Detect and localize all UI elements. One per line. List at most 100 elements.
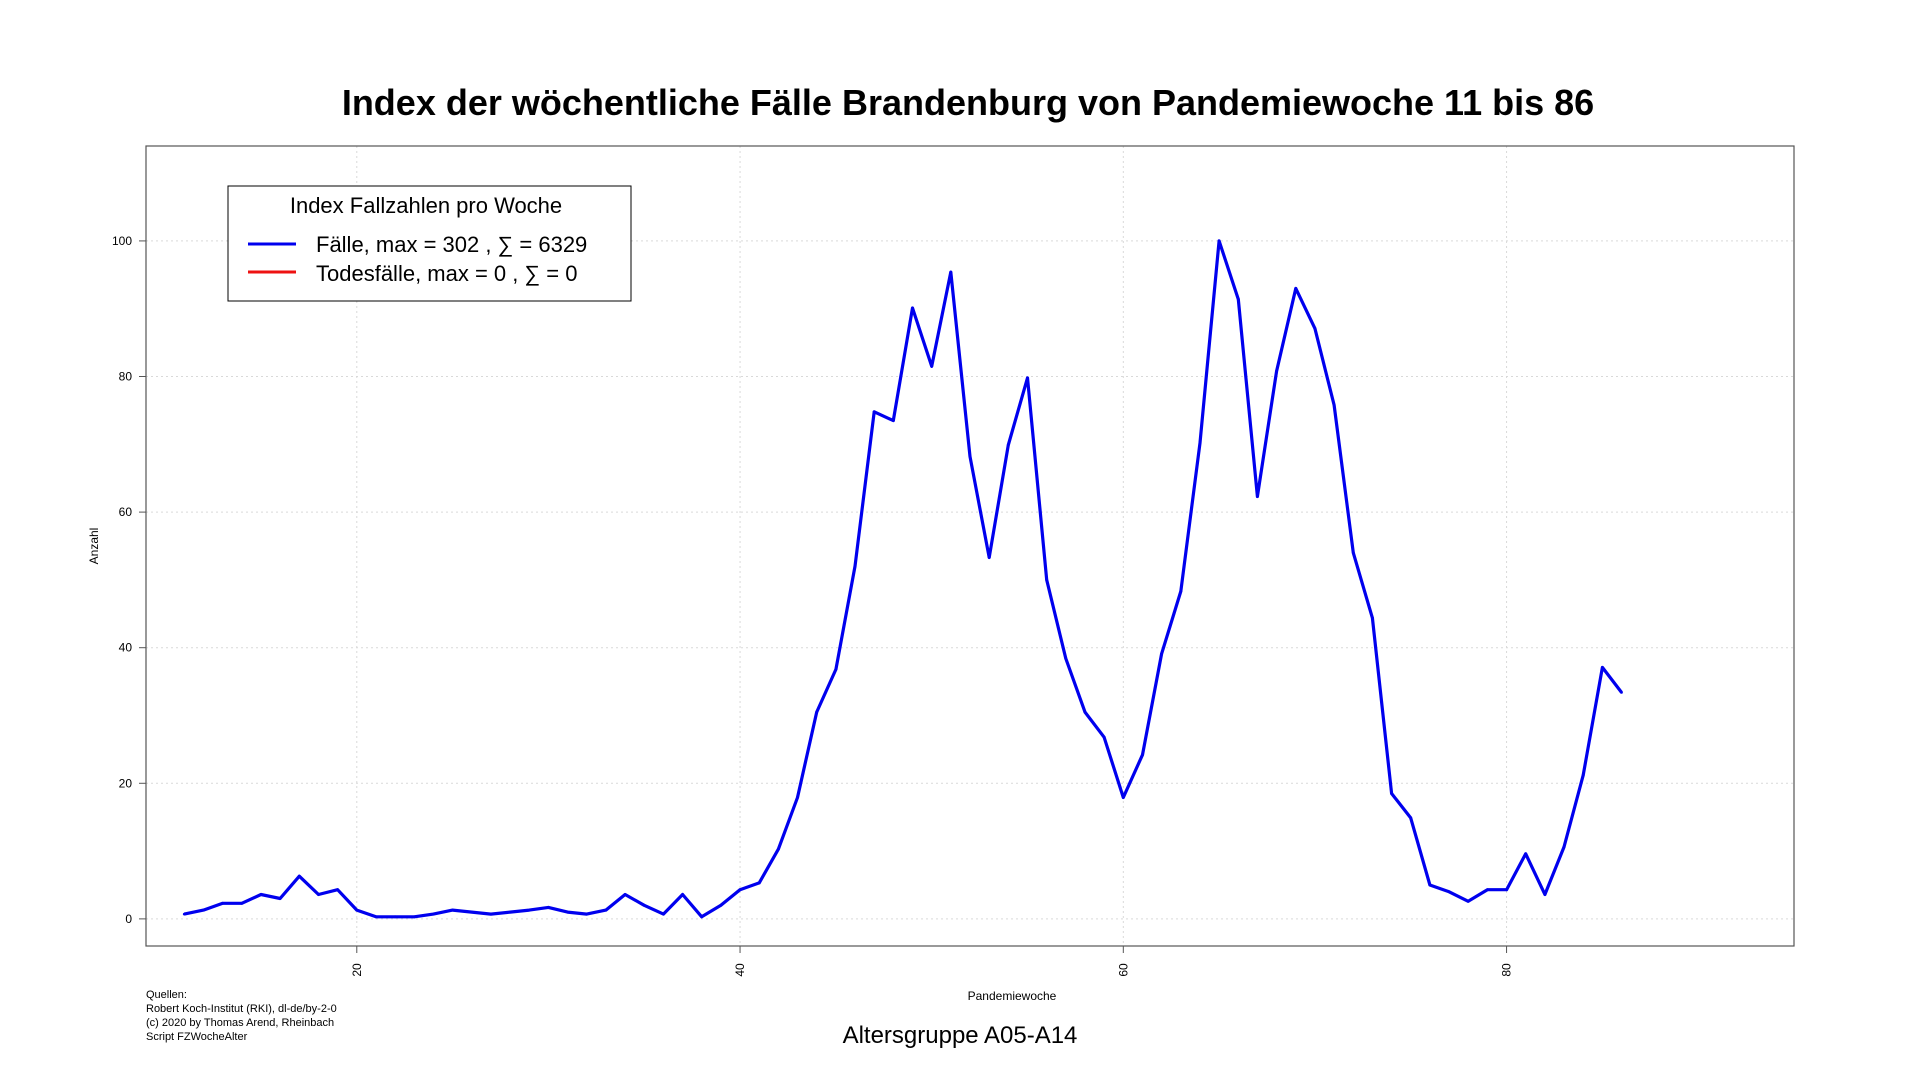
data-point xyxy=(662,912,665,916)
data-point xyxy=(259,893,263,896)
data-point xyxy=(451,908,454,912)
data-point xyxy=(1524,852,1528,856)
data-point xyxy=(642,903,646,907)
data-point xyxy=(987,556,991,559)
y-tick-label: 60 xyxy=(119,505,133,519)
y-axis-label: Anzahl xyxy=(87,528,101,565)
data-point xyxy=(1428,883,1432,887)
data-point xyxy=(853,564,857,568)
data-point xyxy=(1179,590,1183,593)
data-point xyxy=(336,888,339,892)
legend: Index Fallzahlen pro Woche Fälle, max = … xyxy=(227,185,632,302)
x-tick-label: 20 xyxy=(350,963,364,977)
data-point xyxy=(1486,888,1489,892)
data-point xyxy=(1562,845,1566,849)
data-point xyxy=(1466,899,1470,903)
data-point xyxy=(1256,495,1259,498)
data-point xyxy=(527,908,531,912)
data-point xyxy=(623,893,627,896)
data-point xyxy=(1601,666,1604,669)
chart-subtitle: Altersgruppe A05-A14 xyxy=(842,1022,1078,1049)
data-point xyxy=(1141,753,1144,757)
footer-script: Script FZWocheAlter xyxy=(146,1031,248,1043)
data-point xyxy=(1026,376,1029,380)
grid xyxy=(146,146,1794,946)
data-point xyxy=(1294,287,1298,290)
legend-label-todesfaelle: Todesfälle, max = 0 , ∑ = 0 xyxy=(316,261,578,286)
x-axis-label: Pandemiewoche xyxy=(968,989,1057,1003)
plot-frame xyxy=(145,145,1795,947)
data-point xyxy=(1447,890,1451,894)
y-tick-label: 0 xyxy=(125,912,132,926)
data-point xyxy=(719,903,723,907)
data-point xyxy=(1351,551,1355,555)
data-point xyxy=(757,881,761,885)
data-point xyxy=(1160,652,1163,656)
data-point xyxy=(1045,578,1049,582)
series-line-0 xyxy=(183,239,1623,919)
legend-label-faelle: Fälle, max = 302 , ∑ = 6329 xyxy=(316,232,587,257)
y-tick-label: 40 xyxy=(119,641,133,655)
data-point xyxy=(393,915,397,919)
data-point xyxy=(1505,888,1508,892)
data-point xyxy=(1371,616,1374,620)
data-point xyxy=(317,893,320,896)
data-point xyxy=(221,901,225,905)
y-tick-label: 20 xyxy=(119,776,133,790)
y-tick-label: 100 xyxy=(112,234,132,248)
data-point xyxy=(681,893,684,896)
data-point xyxy=(1581,773,1585,777)
data-point xyxy=(815,710,819,714)
x-tick-label: 60 xyxy=(1116,963,1130,977)
data-point xyxy=(182,912,186,916)
data-point xyxy=(1620,691,1623,694)
data-point xyxy=(1064,657,1068,660)
data-point xyxy=(1390,792,1393,795)
data-point xyxy=(949,270,953,274)
data-point xyxy=(1236,297,1240,301)
chart-title: Index der wöchentliche Fälle Brandenburg… xyxy=(342,82,1594,123)
data-point xyxy=(374,915,378,919)
data-point xyxy=(489,912,493,916)
data-point xyxy=(872,410,876,414)
data-point xyxy=(432,912,435,916)
data-point xyxy=(891,419,895,422)
data-point xyxy=(1409,816,1413,820)
legend-title: Index Fallzahlen pro Woche xyxy=(290,193,562,218)
data-point xyxy=(1217,239,1221,243)
data-point xyxy=(1006,443,1010,447)
footer-sources-heading: Quellen: xyxy=(146,989,187,1001)
data-point xyxy=(700,915,704,919)
x-tick-label: 40 xyxy=(733,963,747,977)
data-point xyxy=(547,906,550,909)
data-point xyxy=(566,910,569,914)
data-point xyxy=(1083,710,1087,714)
data-point xyxy=(834,668,838,671)
axes: 0 20 40 60 80 100 20 40 60 80 xyxy=(112,234,1514,977)
data-point xyxy=(1275,369,1278,373)
data-point xyxy=(202,908,205,912)
x-tick-label: 80 xyxy=(1500,963,1514,977)
data-point xyxy=(508,910,512,914)
data-point xyxy=(1332,403,1336,407)
data-point xyxy=(777,847,780,851)
data-point xyxy=(930,364,934,368)
y-tick-label: 80 xyxy=(119,370,133,384)
data-point xyxy=(412,915,416,919)
data-point xyxy=(297,874,301,878)
data-point xyxy=(278,897,282,900)
data-point xyxy=(585,912,589,916)
data-point xyxy=(1198,441,1202,445)
data-point xyxy=(604,908,608,912)
footer-source-rki: Robert Koch-Institut (RKI), dl-de/by-2-0 xyxy=(146,1003,337,1015)
data-point xyxy=(1121,796,1125,799)
series-layer xyxy=(182,239,1623,919)
data-point xyxy=(355,908,359,912)
data-point xyxy=(1102,735,1106,739)
data-point xyxy=(1313,327,1317,330)
data-point xyxy=(240,901,244,905)
data-point xyxy=(911,306,914,310)
data-point xyxy=(1543,893,1547,896)
footer-copyright: (c) 2020 by Thomas Arend, Rheinbach xyxy=(146,1017,335,1029)
